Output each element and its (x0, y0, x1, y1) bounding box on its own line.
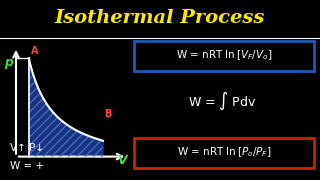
FancyBboxPatch shape (134, 41, 314, 71)
Text: W = +: W = + (10, 161, 44, 171)
Text: B: B (104, 109, 112, 119)
Text: W = $\int$ Pdv: W = $\int$ Pdv (188, 90, 257, 112)
Text: p: p (4, 56, 13, 69)
Text: W = nRT $\ln$[$V_F$/$V_o$]: W = nRT $\ln$[$V_F$/$V_o$] (176, 48, 272, 62)
Polygon shape (29, 58, 103, 157)
Text: V: V (117, 154, 127, 167)
FancyBboxPatch shape (134, 138, 314, 168)
Text: W = nRT $\ln$[$P_o$/$P_F$]: W = nRT $\ln$[$P_o$/$P_F$] (177, 145, 271, 159)
Text: Isothermal Process: Isothermal Process (55, 9, 265, 27)
Text: A: A (31, 46, 39, 56)
Text: V↑ P↓: V↑ P↓ (10, 143, 44, 153)
